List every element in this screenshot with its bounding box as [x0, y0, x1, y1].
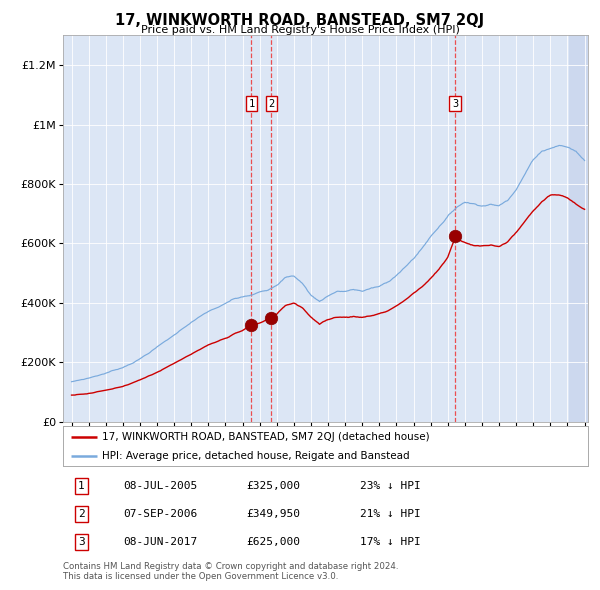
Text: 07-SEP-2006: 07-SEP-2006 — [124, 509, 197, 519]
Text: 17, WINKWORTH ROAD, BANSTEAD, SM7 2QJ (detached house): 17, WINKWORTH ROAD, BANSTEAD, SM7 2QJ (d… — [103, 432, 430, 442]
Text: 3: 3 — [452, 99, 458, 109]
Text: Price paid vs. HM Land Registry's House Price Index (HPI): Price paid vs. HM Land Registry's House … — [140, 25, 460, 35]
Text: 2: 2 — [268, 99, 274, 109]
Text: Contains HM Land Registry data © Crown copyright and database right 2024.
This d: Contains HM Land Registry data © Crown c… — [63, 562, 398, 581]
Text: 17, WINKWORTH ROAD, BANSTEAD, SM7 2QJ: 17, WINKWORTH ROAD, BANSTEAD, SM7 2QJ — [115, 13, 485, 28]
Text: HPI: Average price, detached house, Reigate and Banstead: HPI: Average price, detached house, Reig… — [103, 451, 410, 461]
Text: 08-JUL-2005: 08-JUL-2005 — [124, 481, 197, 491]
Text: 2: 2 — [78, 509, 85, 519]
Text: 23% ↓ HPI: 23% ↓ HPI — [359, 481, 421, 491]
Text: 17% ↓ HPI: 17% ↓ HPI — [359, 537, 421, 547]
Text: 1: 1 — [78, 481, 85, 491]
Text: 08-JUN-2017: 08-JUN-2017 — [124, 537, 197, 547]
Text: 21% ↓ HPI: 21% ↓ HPI — [359, 509, 421, 519]
Bar — [569, 35, 593, 422]
Text: 3: 3 — [78, 537, 85, 547]
Text: £325,000: £325,000 — [247, 481, 301, 491]
Text: 1: 1 — [248, 99, 254, 109]
Text: £349,950: £349,950 — [247, 509, 301, 519]
Text: £625,000: £625,000 — [247, 537, 301, 547]
Bar — [569, 35, 593, 422]
